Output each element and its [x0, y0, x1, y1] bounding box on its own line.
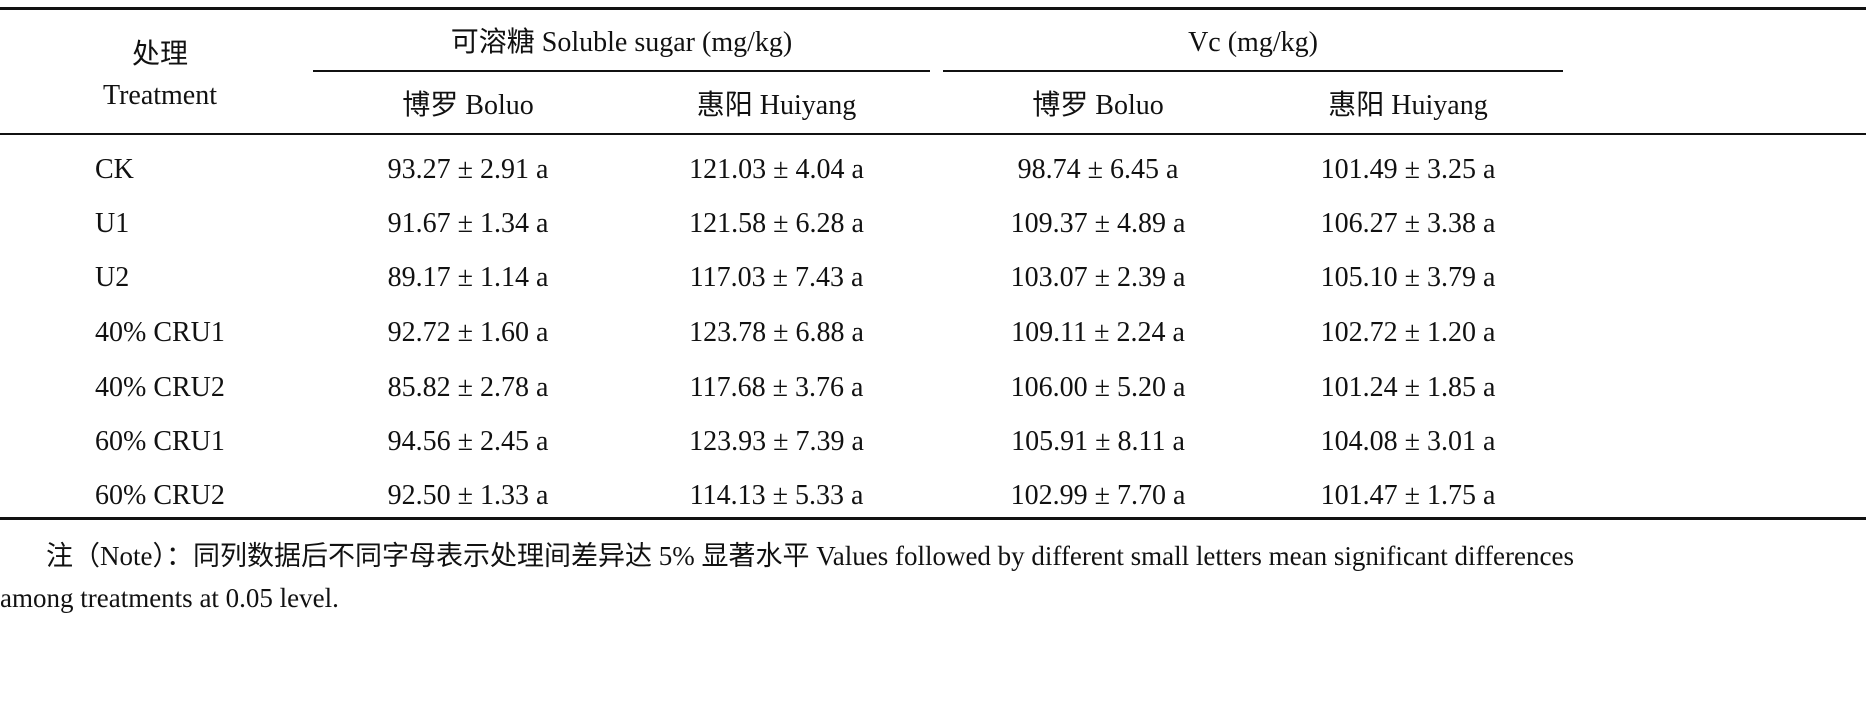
table-cell: 105.91 ± 8.11 a: [1011, 426, 1185, 457]
header-sub-huiyang-sugar: 惠阳 Huiyang: [696, 90, 857, 121]
table-cell: 102.99 ± 7.70 a: [1010, 480, 1186, 511]
table-cell: 109.11 ± 2.24 a: [1011, 317, 1185, 348]
table-cell: 101.24 ± 1.85 a: [1320, 372, 1496, 403]
header-sub-boluo-vc: 博罗 Boluo: [1032, 90, 1164, 121]
table-cell: 105.10 ± 3.79 a: [1320, 262, 1496, 293]
table-cell: 114.13 ± 5.33 a: [689, 480, 864, 511]
table-cell: 109.37 ± 4.89 a: [1010, 208, 1186, 239]
table-cell: 93.27 ± 2.91 a: [387, 154, 549, 185]
table-cell: 123.78 ± 6.88 a: [689, 317, 864, 348]
table-cell: 106.27 ± 3.38 a: [1320, 208, 1496, 239]
row-label: CK: [95, 154, 134, 185]
header-treatment-cn: 处理: [131, 39, 188, 70]
table-cell: 91.67 ± 1.34 a: [387, 208, 549, 239]
table-top-rule: [0, 7, 1866, 10]
soluble-sugar-group-rule: [313, 70, 930, 72]
table-cell: 121.58 ± 6.28 a: [689, 208, 864, 239]
table-cell: 117.03 ± 7.43 a: [689, 262, 864, 293]
table-cell: 104.08 ± 3.01 a: [1320, 426, 1496, 457]
table-cell: 106.00 ± 5.20 a: [1010, 372, 1186, 403]
table-note-line2: among treatments at 0.05 level.: [0, 583, 339, 613]
table-cell: 101.49 ± 3.25 a: [1320, 154, 1496, 185]
table-cell: 121.03 ± 4.04 a: [689, 154, 864, 185]
table-cell: 92.50 ± 1.33 a: [387, 480, 549, 511]
header-soluble-sugar: 可溶糖 Soluble sugar (mg/kg): [450, 27, 793, 58]
header-sub-huiyang-vc: 惠阳 Huiyang: [1328, 90, 1488, 121]
table-cell: 103.07 ± 2.39 a: [1010, 262, 1186, 293]
row-label: U1: [95, 208, 130, 239]
table-cell: 123.93 ± 7.39 a: [689, 426, 864, 457]
table-cell: 117.68 ± 3.76 a: [689, 372, 864, 403]
table-bottom-rule: [0, 517, 1866, 520]
header-treatment-en: Treatment: [102, 80, 218, 111]
table-note-line1: 注（Note）：同列数据后不同字母表示处理间差异达 5% 显著水平 Values…: [46, 541, 1574, 571]
table-cell: 94.56 ± 2.45 a: [387, 426, 549, 457]
table-cell: 89.17 ± 1.14 a: [387, 262, 549, 293]
row-label: 40% CRU2: [95, 372, 225, 403]
header-vc: Vc (mg/kg): [1188, 27, 1318, 58]
table-cell: 92.72 ± 1.60 a: [387, 317, 549, 348]
header-sub-boluo-sugar: 博罗 Boluo: [402, 90, 534, 121]
table-cell: 101.47 ± 1.75 a: [1320, 480, 1496, 511]
row-label: 60% CRU1: [95, 426, 225, 457]
table-cell: 98.74 ± 6.45 a: [1017, 154, 1179, 185]
vc-group-rule: [943, 70, 1563, 72]
table-cell: 102.72 ± 1.20 a: [1320, 317, 1496, 348]
header-bottom-rule: [0, 133, 1866, 135]
row-label: 60% CRU2: [95, 480, 225, 511]
row-label: U2: [95, 262, 130, 293]
table-note: 注（Note）：同列数据后不同字母表示处理间差异达 5% 显著水平 Values…: [0, 535, 1866, 619]
row-label: 40% CRU1: [95, 317, 225, 348]
table-cell: 85.82 ± 2.78 a: [387, 372, 549, 403]
